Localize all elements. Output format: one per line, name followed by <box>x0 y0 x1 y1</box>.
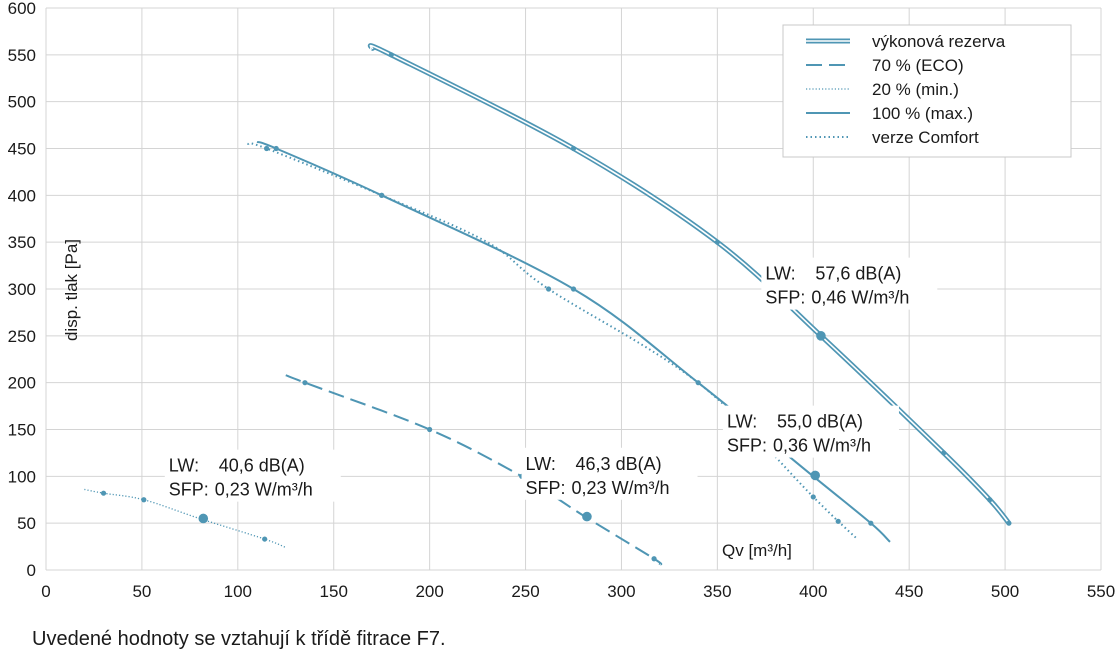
series-dotted-point <box>263 145 270 152</box>
y-tick-label: 150 <box>8 421 36 440</box>
annotation-box <box>722 405 899 458</box>
x-axis-label: Qv [m³/h] <box>722 541 792 560</box>
annotation-lw-value: 46,3 dB(A) <box>576 454 662 474</box>
y-tick-label: 450 <box>8 140 36 159</box>
x-tick-label: 450 <box>895 582 923 601</box>
tick-layer: 0 50 100 150 200 250 300 350 400 450 500 550 0 50 100 1… <box>8 0 1116 601</box>
annotation-lw-label: LW: <box>727 412 757 432</box>
annotation-box <box>521 447 698 500</box>
operating-point <box>198 513 209 524</box>
series-layer <box>84 43 1011 566</box>
x-tick-label: 400 <box>799 582 827 601</box>
y-tick-label: 300 <box>8 280 36 299</box>
annotation-sfp-value: 0,23 W/m³/h <box>215 480 313 500</box>
y-tick-label: 500 <box>8 93 36 112</box>
series-dashed-line <box>285 374 663 566</box>
annotation-lw-label: LW: <box>526 454 556 474</box>
annotation-lw-value: 57,6 dB(A) <box>815 264 901 284</box>
y-axis-label: disp. tlak [Pa] <box>62 239 81 341</box>
series-dotted-point <box>835 518 841 524</box>
annotation-box <box>761 257 938 310</box>
series-solid-line <box>256 140 891 543</box>
y-tick-label: 0 <box>27 561 36 580</box>
y-tick-label: 200 <box>8 374 36 393</box>
annotation-sfp-label: SFP: <box>526 478 566 498</box>
legend-label: výkonová rezerva <box>872 32 1006 51</box>
annotation-lw-label: LW: <box>765 264 795 284</box>
legend-box <box>782 24 1072 158</box>
series-double-point <box>1006 520 1012 526</box>
series-dashed-point <box>427 426 433 433</box>
series-double-point <box>570 145 577 152</box>
series-double-point <box>388 52 394 58</box>
y-tick-label: 100 <box>8 467 36 486</box>
series-solid-point <box>273 145 279 152</box>
series-fine-dotted-point <box>141 497 147 503</box>
x-tick-label: 100 <box>224 582 252 601</box>
annotation-lw-value: 55,0 dB(A) <box>777 412 863 432</box>
series-double-point <box>714 239 720 245</box>
series-solid-point <box>868 520 874 526</box>
y-tick-label: 250 <box>8 327 36 346</box>
series-fine-dotted-point <box>262 536 268 542</box>
x-tick-label: 300 <box>607 582 635 601</box>
series-dashed-point <box>302 380 308 386</box>
x-tick-label: 0 <box>41 582 50 601</box>
series-dotted-point <box>379 192 385 198</box>
annotation-lw-value: 40,6 dB(A) <box>219 456 305 476</box>
x-tick-label: 50 <box>132 582 151 601</box>
x-tick-label: 200 <box>415 582 443 601</box>
x-tick-label: 150 <box>320 582 348 601</box>
annotation-sfp-value: 0,46 W/m³/h <box>811 288 909 308</box>
y-tick-label: 550 <box>8 46 36 65</box>
annotation-sfp-value: 0,36 W/m³/h <box>773 436 871 456</box>
x-tick-label: 350 <box>703 582 731 601</box>
series-double-point <box>941 450 947 456</box>
operating-point <box>582 511 592 522</box>
series-double-line <box>369 44 1010 524</box>
x-tick-label: 550 <box>1087 582 1115 601</box>
annotation-lw-label: LW: <box>169 456 199 476</box>
annotation-sfp-label: SFP: <box>765 288 805 308</box>
series-double-point <box>987 497 993 503</box>
annotation-sfp-label: SFP: <box>727 436 767 456</box>
annotation-layer: LW: 57,6 dB(A) SFP: 0,46 W/m³/h LW: 55,0 dB(A… <box>164 257 938 502</box>
footnote: Uvedené hodnoty se vztahují k třídě fitr… <box>32 628 446 650</box>
annotation-sfp-value: 0,23 W/m³/h <box>572 478 670 498</box>
series-solid-point <box>695 380 701 386</box>
x-tick-label: 500 <box>991 582 1019 601</box>
x-tick-label: 250 <box>511 582 539 601</box>
legend-label: verze Comfort <box>872 128 979 147</box>
series-dotted-line <box>247 142 859 540</box>
series-fine-dotted-point <box>100 490 107 496</box>
legend: výkonová rezerva 70 % (ECO) 20 % (min.) 100… <box>782 24 1072 158</box>
legend-label: 70 % (ECO) <box>872 56 964 75</box>
legend-label: 100 % (max.) <box>872 104 973 123</box>
y-tick-label: 50 <box>17 514 36 533</box>
series-solid-point <box>570 286 577 292</box>
operating-point <box>816 331 826 341</box>
operating-point <box>810 470 820 481</box>
y-tick-label: 600 <box>8 0 36 18</box>
series-dotted-point <box>545 286 552 292</box>
y-tick-label: 350 <box>8 233 36 252</box>
annotation-box <box>164 449 341 502</box>
y-tick-label: 400 <box>8 186 36 205</box>
series-dotted-point <box>810 494 816 500</box>
annotation-sfp-label: SFP: <box>169 480 209 500</box>
chart: 0 50 100 150 200 250 300 350 400 450 500 550 0 50 100 1… <box>8 0 1116 601</box>
series-fine-dotted-line <box>84 488 287 549</box>
series-dashed-point <box>651 556 657 562</box>
legend-label: 20 % (min.) <box>872 80 959 99</box>
